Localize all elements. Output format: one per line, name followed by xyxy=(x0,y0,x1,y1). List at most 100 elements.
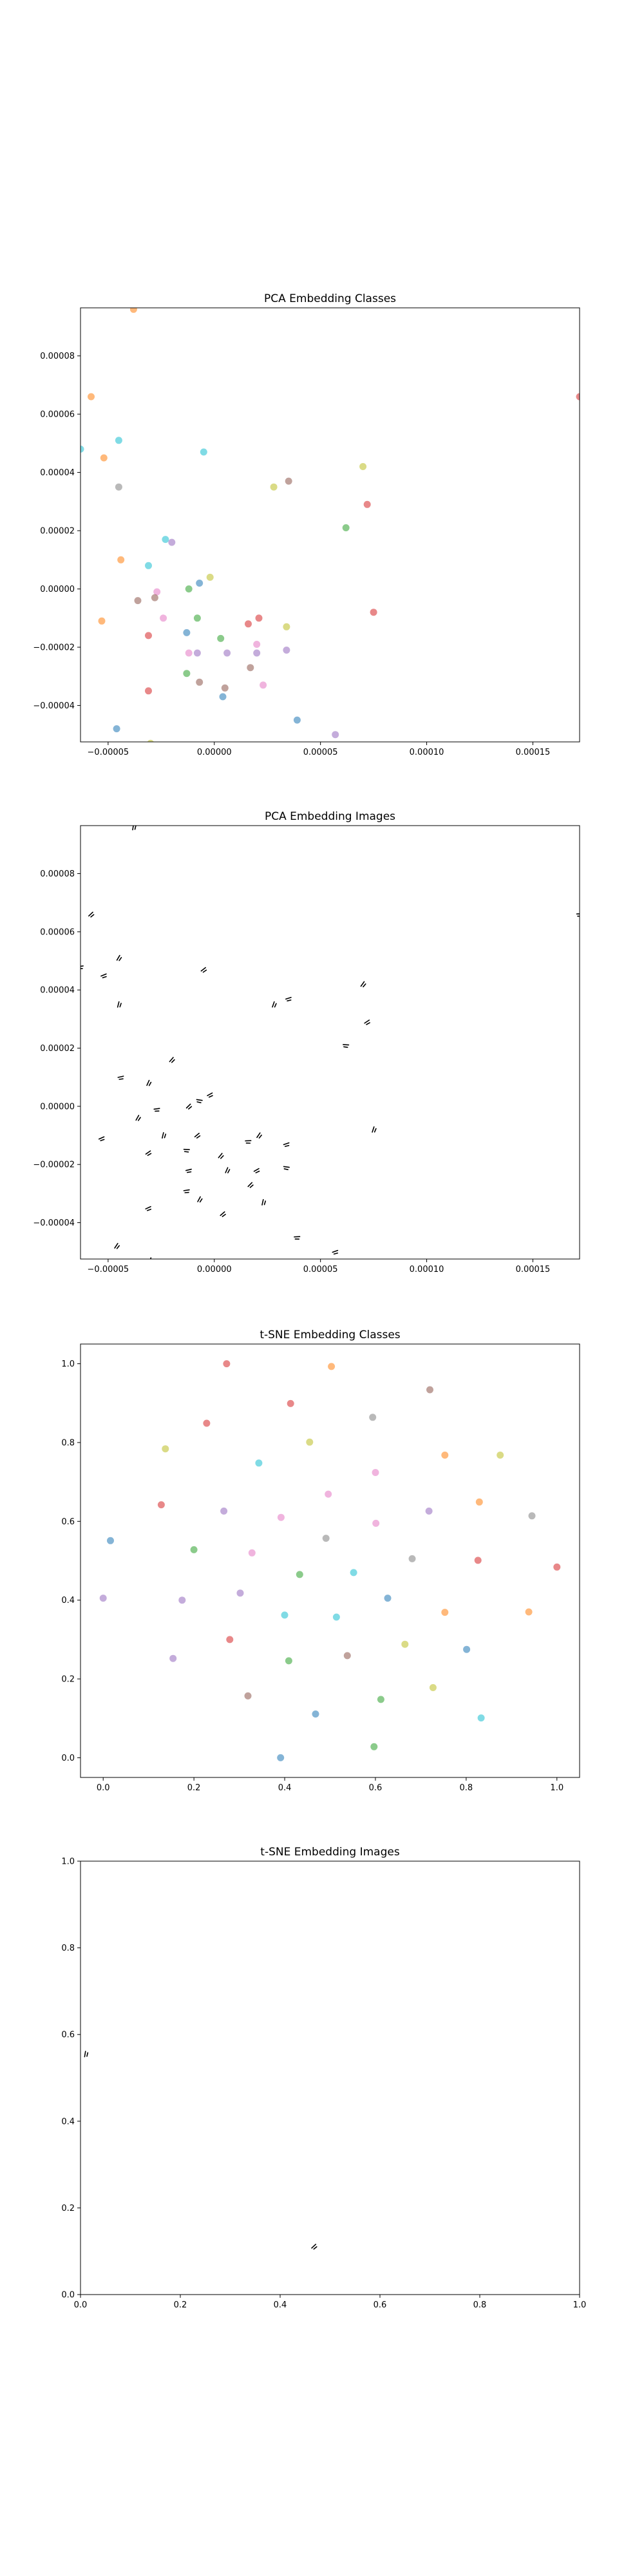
scatter-point xyxy=(441,1452,449,1459)
axes-frame xyxy=(80,1861,580,2295)
x-tick-label: 1.0 xyxy=(550,1783,564,1793)
chart-title: t-SNE Embedding Images xyxy=(260,1846,400,1859)
chart-title: PCA Embedding Images xyxy=(265,810,395,823)
image-point xyxy=(183,1189,190,1193)
scatter-point xyxy=(576,393,580,401)
scatter-point xyxy=(190,1546,198,1553)
scatter-point xyxy=(80,445,84,453)
scatter-point xyxy=(117,556,125,564)
image-point xyxy=(272,1001,277,1008)
image-point xyxy=(145,1150,152,1156)
image-point xyxy=(245,1140,252,1144)
scatter-point xyxy=(200,448,207,456)
image-point xyxy=(194,1132,201,1139)
scatter-point xyxy=(474,1557,482,1564)
scatter-point xyxy=(441,1609,449,1616)
scatter-point xyxy=(145,632,152,639)
scatter-point xyxy=(248,1549,256,1557)
scatter-point xyxy=(236,1589,244,1597)
y-tick-label: 0.8 xyxy=(61,1944,75,1953)
scatter-point xyxy=(185,585,193,592)
scatter-point xyxy=(296,1571,303,1578)
image-point xyxy=(98,1136,105,1142)
scatter-point xyxy=(115,483,122,491)
scatter-point xyxy=(183,670,191,677)
scatter-point xyxy=(281,1611,289,1619)
scatter-point xyxy=(203,1419,211,1427)
scatter-point xyxy=(475,1498,483,1506)
plot-area xyxy=(84,2050,317,2250)
x-tick-label: 0.00010 xyxy=(410,1265,444,1274)
scatter-point xyxy=(196,678,204,686)
scatter-point xyxy=(185,649,193,657)
scatter-point xyxy=(377,1696,384,1703)
y-tick-label: 0.00000 xyxy=(40,585,75,594)
scatter-point xyxy=(113,725,120,733)
y-tick-label: 0.00004 xyxy=(40,986,75,996)
scatter-point xyxy=(145,562,152,569)
scatter-point xyxy=(193,614,201,622)
y-tick-label: 0.00000 xyxy=(40,1102,75,1112)
scatter-point xyxy=(429,1684,437,1691)
image-point xyxy=(132,826,137,831)
image-point xyxy=(116,954,122,961)
y-tick-label: 0.2 xyxy=(61,2204,75,2213)
scatter-point xyxy=(359,463,367,470)
scatter-point xyxy=(477,1714,485,1722)
y-tick-label: −0.00002 xyxy=(33,1160,75,1170)
y-tick-label: 1.0 xyxy=(61,1359,75,1369)
scatter-point xyxy=(183,629,191,636)
scatter-point xyxy=(293,716,301,724)
y-tick-label: 0.4 xyxy=(61,2117,75,2126)
y-tick-label: 0.00002 xyxy=(40,527,75,536)
scatter-point xyxy=(332,731,339,739)
image-point xyxy=(218,1153,224,1159)
scatter-point xyxy=(217,634,225,642)
scatter-point xyxy=(312,1710,319,1718)
y-tick-label: −0.00002 xyxy=(33,643,75,652)
y-tick-label: 0.0 xyxy=(61,2291,75,2300)
scatter-point xyxy=(219,693,227,701)
image-point xyxy=(311,2244,317,2250)
scatter-point xyxy=(328,1363,336,1370)
scatter-point xyxy=(285,1657,292,1665)
x-tick-label: 0.00010 xyxy=(410,748,444,757)
scatter-point xyxy=(270,483,278,491)
scatter-point xyxy=(206,573,214,581)
image-point xyxy=(343,1044,350,1048)
x-tick-label: 0.00015 xyxy=(516,1265,551,1274)
y-tick-label: 0.6 xyxy=(61,2031,75,2040)
x-tick-label: 0.6 xyxy=(374,2300,387,2310)
x-tick-label: 0.0 xyxy=(74,2300,88,2310)
x-tick-label: 0.00000 xyxy=(197,748,232,757)
y-tick-label: 0.00004 xyxy=(40,468,75,478)
image-point xyxy=(185,1168,192,1173)
y-tick-label: 0.00008 xyxy=(40,352,75,361)
scatter-point xyxy=(223,649,231,657)
y-tick-label: 0.2 xyxy=(61,1675,75,1685)
scatter-point xyxy=(306,1438,314,1446)
plot-area xyxy=(80,308,580,742)
image-point xyxy=(117,1001,122,1008)
scatter-point xyxy=(497,1452,504,1459)
scatter-point xyxy=(134,597,142,605)
axes-frame xyxy=(80,825,580,1260)
axes-frame xyxy=(80,1343,580,1778)
x-tick-label: 0.0 xyxy=(97,1783,110,1793)
image-point xyxy=(149,1257,154,1259)
image-point xyxy=(84,2050,89,2058)
scatter-point xyxy=(283,647,290,654)
x-tick-label: 0.6 xyxy=(369,1783,383,1793)
scatter-point xyxy=(401,1640,409,1648)
scatter-point xyxy=(129,308,137,313)
scatter-point xyxy=(145,687,152,695)
scatter-point xyxy=(553,1563,561,1571)
image-point xyxy=(247,1182,254,1188)
scatter-point xyxy=(408,1555,416,1562)
scatter-point xyxy=(245,620,252,628)
x-tick-label: 0.4 xyxy=(274,2300,287,2310)
image-point xyxy=(285,996,292,1001)
scatter-point xyxy=(463,1645,471,1653)
image-point xyxy=(117,1075,124,1080)
y-tick-label: 0.0 xyxy=(61,1754,75,1763)
